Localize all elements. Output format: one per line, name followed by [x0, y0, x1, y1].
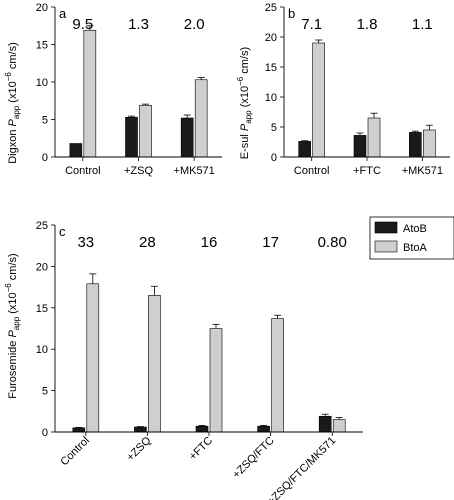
bar-atob — [180, 117, 194, 158]
bar-btoa — [367, 117, 381, 158]
y-tick-label: 15 — [36, 303, 48, 315]
y-axis-label-subscript: app — [12, 316, 21, 330]
y-axis-label-symbol: P — [7, 118, 19, 126]
y-tick-label: 15 — [36, 40, 48, 52]
ratio-label: 7.1 — [301, 16, 322, 33]
bar-atob — [69, 143, 83, 158]
panel-letter: a — [59, 6, 67, 21]
y-tick-label: 20 — [36, 2, 48, 14]
legend-label-btoa: BtoA — [403, 242, 428, 254]
bar-btoa — [194, 79, 208, 158]
panel-letter: b — [288, 6, 295, 21]
y-axis-label: Digxon Papp (x10−6 cm/s) — [4, 42, 21, 164]
plot-area: 0 5 10 15 20 Control 9.5 +ZSQ 1.3 +MK571 2.0 — [36, 2, 222, 177]
ratio-label: 0.80 — [318, 234, 347, 251]
x-tick-label: Control — [65, 165, 100, 177]
bar-btoa — [139, 104, 152, 158]
y-axis-label-name: E-sul — [239, 134, 251, 159]
x-tick-label: +FTC — [187, 435, 215, 463]
y-tick-label: 10 — [265, 92, 277, 104]
y-tick-label: 5 — [42, 386, 48, 398]
legend-swatch-atob — [374, 221, 398, 234]
y-axis-label-symbol: P — [239, 123, 251, 131]
y-tick-label: 0 — [42, 427, 48, 439]
bar-atob — [257, 425, 270, 433]
y-axis-label-name: Digxon — [7, 130, 19, 164]
panel-a: a Digxon Papp (x10−6 cm/s) 0 5 10 15 20 Contr… — [4, 2, 222, 177]
y-tick-label: 10 — [36, 77, 48, 89]
ratio-label: 28 — [139, 234, 156, 251]
ratio-label: 2.0 — [184, 16, 205, 33]
y-tick-label: 25 — [36, 220, 48, 232]
y-axis-label: E-sul Papp (x10−6 cm/s) — [236, 47, 253, 159]
y-axis-label-symbol: P — [7, 330, 19, 338]
y-axis-label-name: Furosemide — [7, 341, 19, 399]
y-tick-label: 0 — [271, 152, 277, 164]
panel-c: c Furosemide Papp (x10−6 cm/s) 0 5 10 15 20 2… — [4, 220, 363, 500]
y-tick-label: 15 — [265, 62, 277, 74]
bar-btoa — [423, 129, 436, 158]
bar-atob — [195, 425, 209, 433]
bar-btoa — [332, 419, 346, 433]
bar-btoa — [312, 42, 325, 158]
y-axis-label-unit-end: cm/s) — [7, 253, 19, 283]
bar-atob — [125, 116, 138, 158]
y-axis-label-unit: (x10 — [7, 292, 19, 316]
ratio-label: 1.3 — [128, 16, 149, 33]
y-tick-label: 20 — [265, 32, 277, 44]
bar-btoa — [148, 295, 161, 433]
bar-btoa — [83, 29, 97, 158]
y-tick-label: 0 — [42, 152, 48, 164]
y-axis-label-subscript: app — [244, 110, 253, 124]
legend: AtoB BtoA — [369, 216, 454, 260]
bar-btoa — [86, 283, 100, 433]
ratio-label: 33 — [77, 234, 94, 251]
x-tick-label: +ZSQ — [124, 434, 153, 463]
y-tick-label: 20 — [36, 261, 48, 273]
x-tick-label: Control — [294, 165, 329, 177]
y-tick-label: 5 — [42, 115, 48, 127]
bar-atob — [409, 132, 422, 158]
y-tick-label: 5 — [271, 122, 277, 134]
ratio-label: 9.5 — [72, 16, 93, 33]
panel-b: b E-sul Papp (x10−6 cm/s) 0 5 10 15 20 25 Cont… — [236, 2, 450, 177]
y-axis-label-unit-end: cm/s) — [7, 42, 19, 72]
bar-atob — [353, 135, 367, 158]
x-tick-label: +FTC — [353, 165, 381, 177]
ratio-label: 1.1 — [412, 16, 433, 33]
panel-letter: c — [59, 224, 66, 239]
bar-atob — [134, 426, 147, 433]
ratio-label: 1.8 — [357, 16, 378, 33]
ratio-label: 16 — [201, 234, 218, 251]
legend-swatch-btoa — [374, 240, 398, 253]
x-tick-label: +MK571 — [174, 165, 215, 177]
y-axis-label-subscript: app — [12, 105, 21, 119]
y-axis-label-exponent: −6 — [4, 72, 13, 82]
y-axis-label-unit-end: cm/s) — [239, 47, 251, 77]
ratio-label: 17 — [262, 234, 279, 251]
y-axis-label-exponent: −6 — [236, 76, 245, 86]
plot-area: 0 5 10 15 20 25 Control 33 +ZSQ 28 +FTC 16 +ZSQ/FTC 1… — [36, 220, 363, 500]
bar-atob — [298, 141, 311, 158]
x-tick-label: Control — [58, 435, 92, 469]
x-tick-label: +ZSQ/FTC/MK571 — [265, 435, 338, 500]
y-tick-label: 25 — [265, 2, 277, 14]
bar-atob — [318, 415, 332, 433]
bar-btoa — [209, 328, 223, 433]
y-tick-label: 10 — [36, 344, 48, 356]
y-axis-label-exponent: −6 — [4, 283, 13, 293]
x-tick-label: +ZSQ — [124, 165, 153, 177]
x-tick-label: +MK571 — [402, 165, 443, 177]
plot-area: 0 5 10 15 20 25 Control 7.1 +FTC 1.8 +MK571 1.1 — [265, 2, 450, 177]
y-axis-label: Furosemide Papp (x10−6 cm/s) — [4, 253, 21, 398]
y-axis-label-unit: (x10 — [239, 86, 251, 110]
legend-label-atob: AtoB — [403, 223, 427, 235]
x-tick-label: +ZSQ/FTC — [230, 435, 276, 481]
bar-btoa — [271, 318, 284, 433]
bar-atob — [72, 427, 86, 433]
y-axis-label-unit: (x10 — [7, 81, 19, 105]
